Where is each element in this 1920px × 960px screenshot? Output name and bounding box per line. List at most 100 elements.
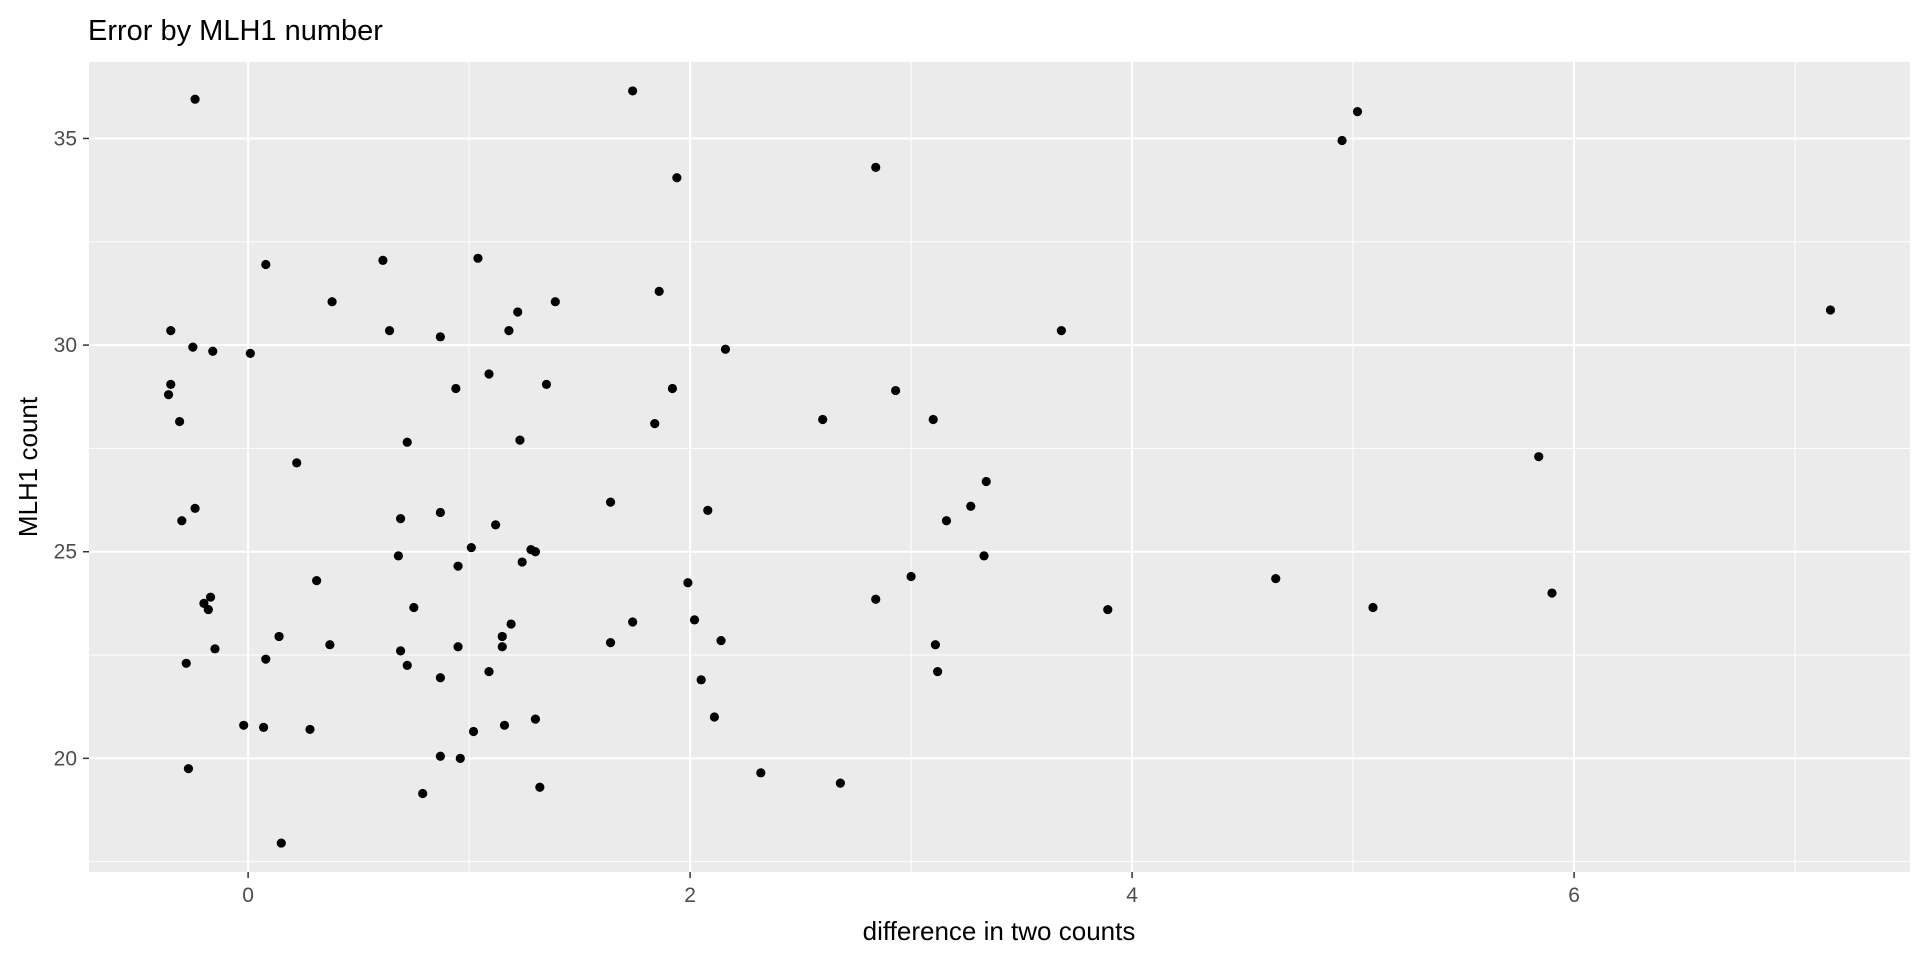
data-point: [835, 778, 845, 788]
data-point: [245, 348, 255, 358]
data-point: [190, 503, 200, 513]
data-point: [716, 635, 726, 646]
data-point: [871, 162, 881, 172]
y-tick-label: 20: [54, 747, 77, 770]
x-tick-label: 4: [1126, 884, 1138, 907]
data-point: [1352, 106, 1363, 117]
data-point: [966, 501, 976, 511]
data-point: [177, 516, 187, 526]
data-point: [435, 751, 445, 761]
data-point: [166, 379, 176, 389]
data-point: [530, 547, 541, 557]
data-point: [473, 253, 483, 263]
data-point: [210, 644, 220, 654]
data-point: [1547, 588, 1557, 598]
data-point: [941, 516, 952, 526]
data-point: [871, 594, 881, 604]
y-axis: 20 25 30 35: [54, 127, 89, 770]
data-point: [453, 642, 463, 652]
data-point: [497, 631, 507, 642]
data-point: [672, 173, 682, 183]
plot-panel: [89, 62, 1910, 872]
data-point: [689, 615, 700, 625]
data-point: [696, 675, 706, 685]
data-point: [190, 94, 200, 104]
data-point: [930, 640, 941, 650]
data-point: [208, 346, 218, 356]
x-tick-label: 0: [242, 884, 254, 907]
data-point: [504, 326, 514, 336]
data-point: [402, 660, 412, 670]
data-point: [1337, 135, 1347, 146]
data-point: [1103, 604, 1113, 615]
x-axis-title: difference in two counts: [863, 916, 1136, 946]
data-point: [435, 507, 445, 518]
data-point: [455, 753, 465, 763]
data-point: [933, 666, 943, 677]
data-point: [205, 592, 216, 602]
data-point: [491, 520, 501, 530]
data-point: [261, 654, 271, 664]
data-point: [906, 571, 916, 582]
data-point: [654, 286, 664, 296]
data-point: [709, 712, 720, 722]
y-tick-label: 30: [54, 334, 77, 357]
data-point: [818, 414, 828, 425]
data-point: [530, 714, 541, 724]
data-point: [378, 255, 388, 265]
data-point: [418, 788, 428, 799]
data-point: [396, 646, 406, 656]
data-point: [1534, 452, 1544, 462]
data-point: [517, 557, 527, 567]
data-point: [312, 576, 322, 586]
y-tick-label: 25: [54, 541, 77, 564]
x-tick-label: 6: [1568, 884, 1580, 907]
x-tick-label: 2: [684, 884, 696, 907]
data-point: [274, 631, 284, 642]
data-point: [928, 414, 938, 425]
data-point: [325, 640, 335, 650]
data-point: [1056, 326, 1066, 336]
data-point: [181, 658, 191, 668]
data-point: [188, 342, 198, 352]
data-point: [513, 307, 523, 317]
data-point: [261, 259, 271, 270]
major-gridlines: [89, 62, 1910, 872]
data-point: [166, 326, 176, 336]
data-point: [484, 369, 494, 379]
data-point: [484, 666, 494, 677]
data-point: [506, 619, 516, 629]
data-point: [550, 297, 560, 307]
data-point: [605, 497, 616, 507]
data-point: [497, 642, 507, 652]
data-point: [1825, 305, 1836, 315]
data-point: [515, 435, 525, 445]
data-point: [667, 383, 678, 394]
data-point: [703, 505, 713, 515]
data-point: [499, 720, 510, 730]
y-tick-label: 35: [54, 127, 77, 150]
data-point: [541, 379, 552, 389]
data-point: [683, 578, 693, 588]
data-point: [258, 722, 269, 732]
data-point: [981, 476, 991, 487]
data-point: [435, 673, 445, 683]
data-point: [756, 768, 766, 778]
data-point: [468, 726, 479, 737]
data-point: [535, 782, 545, 792]
data-point: [175, 416, 185, 427]
data-point: [384, 326, 395, 336]
data-point: [720, 344, 731, 354]
data-point: [239, 720, 249, 730]
chart-title: Error by MLH1 number: [88, 15, 383, 47]
data-point: [435, 332, 445, 342]
data-point: [451, 383, 461, 394]
data-points: [163, 86, 1836, 848]
data-point: [203, 604, 213, 615]
data-point: [393, 551, 403, 561]
data-point: [396, 514, 406, 524]
data-point: [891, 385, 901, 396]
data-point: [979, 551, 989, 561]
data-point: [628, 617, 638, 627]
